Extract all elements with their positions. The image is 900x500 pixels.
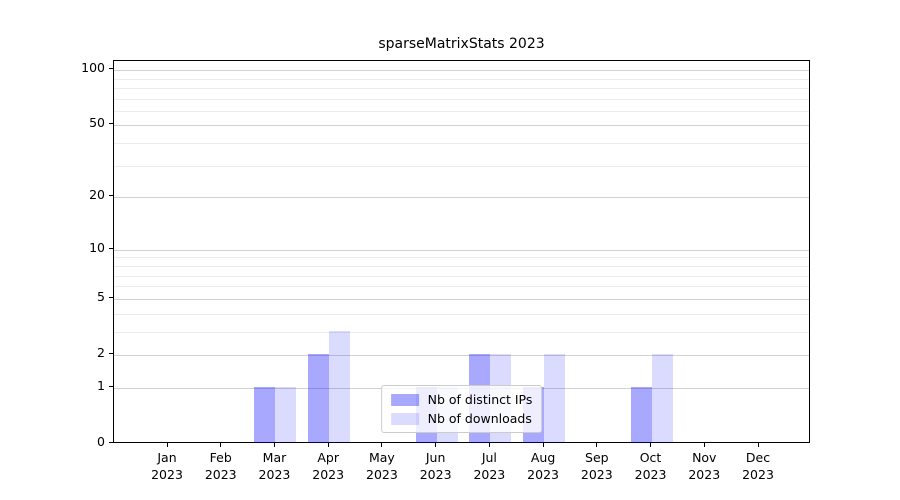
x-tick-label-jul: Jul 2023 bbox=[457, 450, 521, 483]
x-tick-jan bbox=[166, 443, 168, 447]
x-tick-label-sep: Sep 2023 bbox=[565, 450, 629, 483]
legend-swatch-downloads-icon bbox=[390, 412, 419, 425]
minor-gridline-8 bbox=[114, 265, 809, 267]
minor-gridline-3 bbox=[114, 331, 809, 333]
bar-downloads-mar bbox=[275, 386, 297, 443]
legend-item-distinct-ips: Nb of distinct IPs bbox=[390, 392, 533, 407]
x-tick-month-jul: Jul bbox=[481, 450, 497, 465]
minor-gridline-4 bbox=[114, 313, 809, 315]
x-tick-year-apr: 2023 bbox=[312, 466, 345, 482]
x-tick-year-aug: 2023 bbox=[527, 466, 559, 482]
x-tick-month-may: May bbox=[368, 450, 395, 465]
x-tick-year-nov: 2023 bbox=[688, 466, 721, 482]
legend: Nb of distinct IPs Nb of downloads bbox=[380, 385, 543, 433]
x-tick-aug bbox=[542, 443, 544, 447]
y-tick-50 bbox=[109, 123, 113, 125]
x-tick-dec bbox=[757, 443, 759, 447]
x-tick-year-may: 2023 bbox=[366, 466, 398, 482]
x-tick-month-sep: Sep bbox=[585, 450, 609, 465]
minor-gridline-9 bbox=[114, 257, 809, 259]
x-tick-month-nov: Nov bbox=[692, 450, 717, 465]
major-gridline-50 bbox=[114, 125, 809, 127]
y-tick-10 bbox=[109, 247, 113, 249]
legend-label-distinct-ips: Nb of distinct IPs bbox=[427, 392, 533, 407]
x-tick-month-jan: Jan bbox=[157, 450, 177, 465]
y-tick-1 bbox=[109, 385, 113, 387]
y-tick-0 bbox=[109, 442, 113, 443]
x-tick-month-feb: Feb bbox=[209, 450, 232, 465]
x-tick-label-jan: Jan 2023 bbox=[135, 450, 199, 483]
x-tick-month-dec: Dec bbox=[745, 450, 771, 465]
bar-ips-oct bbox=[630, 386, 652, 443]
minor-gridline-6 bbox=[114, 286, 809, 288]
major-gridline-20 bbox=[114, 197, 809, 199]
x-tick-year-jul: 2023 bbox=[473, 466, 506, 482]
x-tick-label-jun: Jun 2023 bbox=[404, 450, 468, 483]
x-tick-month-oct: Oct bbox=[639, 450, 662, 465]
y-tick-label-2: 2 bbox=[97, 344, 105, 360]
x-tick-label-mar: Mar 2023 bbox=[242, 450, 306, 483]
x-tick-apr bbox=[327, 443, 329, 447]
x-tick-label-aug: Aug 2023 bbox=[511, 450, 575, 483]
minor-gridline-60 bbox=[114, 110, 809, 112]
x-tick-month-mar: Mar bbox=[262, 450, 287, 465]
legend-label-downloads: Nb of downloads bbox=[427, 411, 532, 426]
x-tick-label-nov: Nov 2023 bbox=[672, 450, 736, 483]
y-tick-label-0: 0 bbox=[97, 434, 105, 449]
minor-gridline-80 bbox=[114, 87, 809, 89]
y-tick-label-50: 50 bbox=[89, 115, 105, 131]
x-tick-year-sep: 2023 bbox=[580, 466, 613, 482]
bar-downloads-oct bbox=[651, 353, 673, 443]
y-tick-2 bbox=[109, 352, 113, 354]
major-gridline-10 bbox=[114, 249, 809, 251]
x-tick-sep bbox=[596, 443, 598, 447]
y-tick-100 bbox=[109, 68, 113, 70]
x-tick-year-mar: 2023 bbox=[258, 466, 291, 482]
minor-gridline-70 bbox=[114, 98, 809, 100]
minor-gridline-7 bbox=[114, 275, 809, 277]
y-tick-label-20: 20 bbox=[89, 187, 105, 203]
x-tick-label-dec: Dec 2023 bbox=[726, 450, 790, 483]
y-tick-5 bbox=[109, 296, 113, 298]
bar-ips-mar bbox=[254, 386, 276, 443]
x-tick-label-feb: Feb 2023 bbox=[189, 450, 253, 483]
minor-gridline-30 bbox=[114, 165, 809, 167]
x-tick-jun bbox=[435, 443, 437, 447]
bar-downloads-aug bbox=[544, 353, 566, 443]
y-tick-label-10: 10 bbox=[89, 239, 105, 255]
x-tick-label-may: May 2023 bbox=[350, 450, 414, 483]
major-gridline-5 bbox=[114, 298, 809, 300]
legend-swatch-distinct-ips-icon bbox=[390, 393, 419, 406]
x-tick-month-jun: Jun bbox=[425, 450, 446, 465]
bar-downloads-apr bbox=[329, 330, 351, 443]
x-tick-oct bbox=[650, 443, 652, 447]
major-gridline-100 bbox=[114, 70, 809, 72]
y-tick-label-1: 1 bbox=[97, 377, 105, 393]
minor-gridline-90 bbox=[114, 78, 809, 80]
x-tick-label-oct: Oct 2023 bbox=[619, 450, 683, 483]
legend-item-downloads: Nb of downloads bbox=[390, 411, 533, 426]
x-tick-may bbox=[381, 443, 383, 447]
bar-ips-apr bbox=[308, 353, 330, 443]
y-tick-label-5: 5 bbox=[97, 288, 105, 304]
major-gridline-2 bbox=[114, 354, 809, 356]
x-tick-year-oct: 2023 bbox=[634, 466, 667, 482]
x-tick-year-feb: 2023 bbox=[204, 466, 237, 482]
x-tick-label-apr: Apr 2023 bbox=[296, 450, 360, 483]
x-tick-month-aug: Aug bbox=[530, 450, 556, 465]
plot-area: Nb of distinct IPs Nb of downloads bbox=[113, 60, 810, 443]
y-tick-20 bbox=[109, 195, 113, 197]
x-tick-feb bbox=[220, 443, 222, 447]
x-tick-year-jan: 2023 bbox=[151, 466, 183, 482]
y-tick-label-100: 100 bbox=[81, 60, 105, 76]
x-tick-year-dec: 2023 bbox=[742, 466, 774, 482]
chart-title: sparseMatrixStats 2023 bbox=[378, 36, 545, 52]
x-tick-month-apr: Apr bbox=[317, 450, 339, 465]
x-tick-nov bbox=[703, 443, 705, 447]
x-tick-mar bbox=[273, 443, 275, 447]
minor-gridline-40 bbox=[114, 143, 809, 145]
x-tick-year-jun: 2023 bbox=[419, 466, 452, 482]
x-tick-jul bbox=[488, 443, 490, 447]
